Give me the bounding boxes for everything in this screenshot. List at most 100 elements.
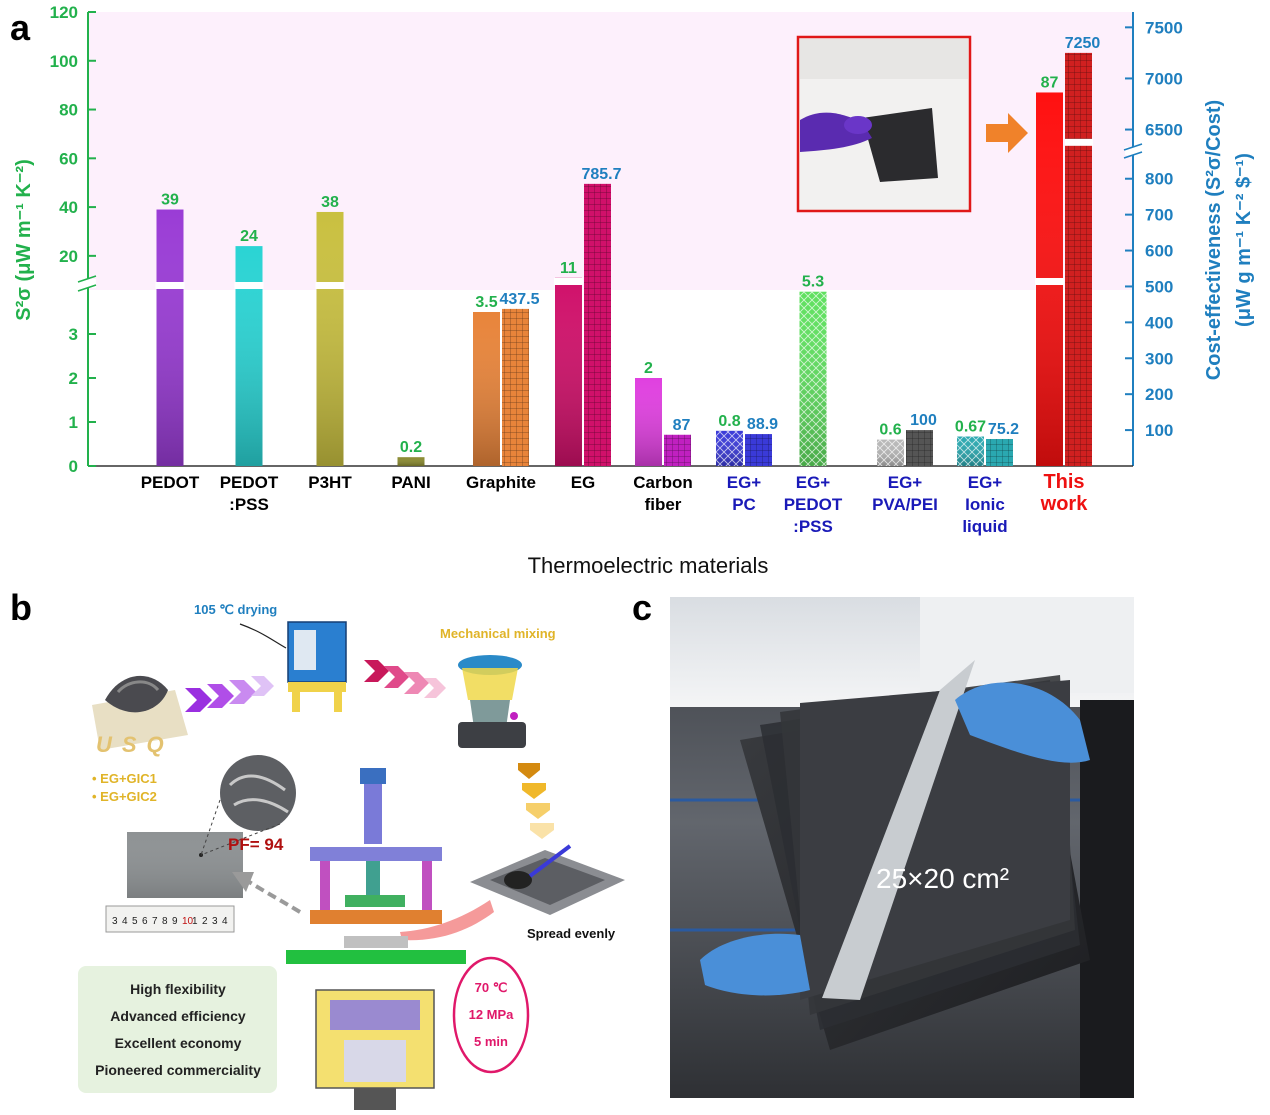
bar-cost-grid [745, 434, 772, 466]
drying-oven-illustration [287, 621, 347, 712]
feature-1: High flexibility [130, 981, 226, 997]
svg-text:• EG+GIC1: • EG+GIC1 [92, 771, 157, 786]
x-axis-title: Thermoelectric materials [528, 553, 769, 578]
ruler-number: 3 [112, 916, 118, 927]
ruler-number: 4 [222, 916, 228, 927]
left-tick-label: 3 [69, 325, 78, 344]
pink-curved-arrow [400, 900, 494, 941]
chevron-arrows-1 [185, 676, 274, 712]
ruler-panel-b: 3 4 5 6 7 8 9 101 2 3 4 [105, 905, 235, 933]
drying-label: 105 ℃ drying [194, 602, 277, 617]
ruler-number: 10 [182, 916, 194, 927]
feature-4: Pioneered commerciality [95, 1062, 261, 1078]
feature-2: Advanced efficiency [110, 1008, 246, 1024]
right-tick-label: 300 [1145, 349, 1173, 368]
panel-c-size-label: 25×20 cm² [876, 863, 1009, 894]
graphite-sheet-sample [127, 832, 243, 898]
left-tick-label: 40 [59, 198, 78, 217]
bar-break-gap [554, 278, 583, 285]
right-axis-break [1123, 143, 1143, 159]
right-axis-ticks: 100 200 300 400 500 600 700 800 6500 7000 7500 [1125, 18, 1183, 440]
condition-time: 5 min [474, 1034, 508, 1049]
bar-label-s2sigma: 2 [644, 360, 653, 377]
bar-label-s2sigma: 0.67 [955, 419, 986, 436]
bar-s2sigma-shade [555, 277, 582, 466]
bar-break-gap [1035, 278, 1064, 285]
category-label: PEDOT [141, 473, 200, 492]
ruler-number: 1 [192, 916, 198, 927]
bar-s2sigma-shade [635, 378, 662, 466]
inset-photo-sample [796, 35, 972, 213]
conditions-ellipse [452, 956, 530, 1074]
orange-arrow-icon [986, 113, 1028, 153]
category-label: fiber [645, 495, 682, 514]
bar-label-s2sigma: 0.2 [400, 439, 422, 456]
mechanical-mixer-illustration [458, 655, 526, 748]
left-tick-label: 100 [50, 52, 78, 71]
feature-3: Excellent economy [115, 1035, 242, 1051]
bar-break-gap [315, 282, 345, 289]
panel-b-letter: b [10, 587, 32, 628]
graphite-flakes-illustration: USQ [92, 675, 188, 757]
right-tick-label: 6500 [1145, 121, 1183, 140]
left-tick-label: 80 [59, 101, 78, 120]
bar-s2sigma-shade [397, 457, 425, 466]
bar-s2sigma-hatch [716, 430, 743, 466]
bar-cost-grid [1065, 52, 1092, 467]
bar-s2sigma-hatch [957, 436, 984, 466]
category-label: Graphite [466, 473, 536, 492]
bar-s2sigma-shade [235, 246, 263, 466]
left-axis-title: S²σ (μW m⁻¹ K⁻²) [13, 159, 35, 320]
bar-s2sigma-shade [156, 209, 184, 467]
left-tick-label: 1 [69, 413, 78, 432]
category-label: EG+ [796, 473, 831, 492]
hot-press-illustration [286, 768, 466, 1110]
category-label: EG+ [968, 473, 1003, 492]
panel-c-letter: c [632, 587, 652, 628]
bar-label-s2sigma: 24 [240, 228, 258, 245]
ruler-number: 3 [212, 916, 218, 927]
condition-pressure: 12 MPa [469, 1007, 515, 1022]
panel-c-photo [670, 597, 1134, 1098]
bar-label-cost: 88.9 [747, 416, 778, 433]
right-tick-label: 7000 [1145, 69, 1183, 88]
bar-break-gap [155, 282, 185, 289]
bar-label-cost: 785.7 [581, 166, 621, 183]
left-axis-ticks: 0 1 2 3 20 40 60 80 100 120 [50, 3, 96, 476]
category-label: This [1043, 471, 1084, 493]
bars-layer: 39 24 38 0.2 3.5 437.5 11 785.7 2 87 0.8 88.9 5.3 0.6… [155, 35, 1100, 467]
category-label: EG+ [888, 473, 923, 492]
right-axis-title-line1: Cost-effectiveness (S²σ/Cost) [1203, 100, 1225, 380]
category-label: PVA/PEI [872, 495, 938, 514]
category-label: Ionic [965, 495, 1005, 514]
features-box [78, 966, 277, 1093]
right-tick-label: 600 [1145, 242, 1173, 261]
bar-label-cost: 437.5 [499, 291, 539, 308]
category-label: :PSS [793, 517, 833, 536]
bar-label-s2sigma: 0.8 [718, 413, 740, 430]
left-axis-break [77, 275, 97, 292]
right-tick-label: 500 [1145, 277, 1173, 296]
right-tick-label: 100 [1145, 421, 1173, 440]
bar-label-s2sigma: 39 [161, 192, 179, 209]
mold-illustration [470, 844, 625, 915]
right-tick-label: 800 [1145, 170, 1173, 189]
left-tick-label: 20 [59, 247, 78, 266]
bar-s2sigma-shade [473, 312, 500, 466]
pf-label: PF= 94 [228, 835, 284, 854]
ruler-number: 8 [162, 916, 168, 927]
bar-label-cost: 100 [910, 412, 937, 429]
drying-pointer-arrow [239, 623, 287, 649]
ruler-number: 5 [132, 916, 138, 927]
ruler-number: 2 [202, 916, 208, 927]
spread-evenly-label: Spread evenly [527, 926, 616, 941]
ruler-number: 9 [172, 916, 178, 927]
ruler-number: 6 [142, 916, 148, 927]
category-label: PEDOT [784, 495, 843, 514]
dashed-return-arrow [244, 878, 302, 914]
svg-text:• EG+GIC2: • EG+GIC2 [92, 789, 157, 804]
bar-break-gap [234, 282, 264, 289]
usq-logo-text: USQ [96, 732, 174, 757]
bar-label-s2sigma: 5.3 [802, 274, 824, 291]
